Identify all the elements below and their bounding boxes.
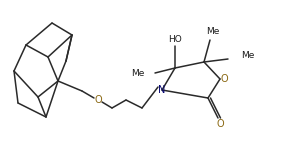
Text: Me: Me xyxy=(206,28,220,37)
Text: O: O xyxy=(220,74,228,84)
Text: Me: Me xyxy=(131,69,144,78)
Text: O: O xyxy=(216,119,224,129)
Text: O: O xyxy=(94,95,102,105)
Text: Me: Me xyxy=(241,52,254,60)
Text: N: N xyxy=(158,85,166,95)
Text: HO: HO xyxy=(168,34,182,43)
